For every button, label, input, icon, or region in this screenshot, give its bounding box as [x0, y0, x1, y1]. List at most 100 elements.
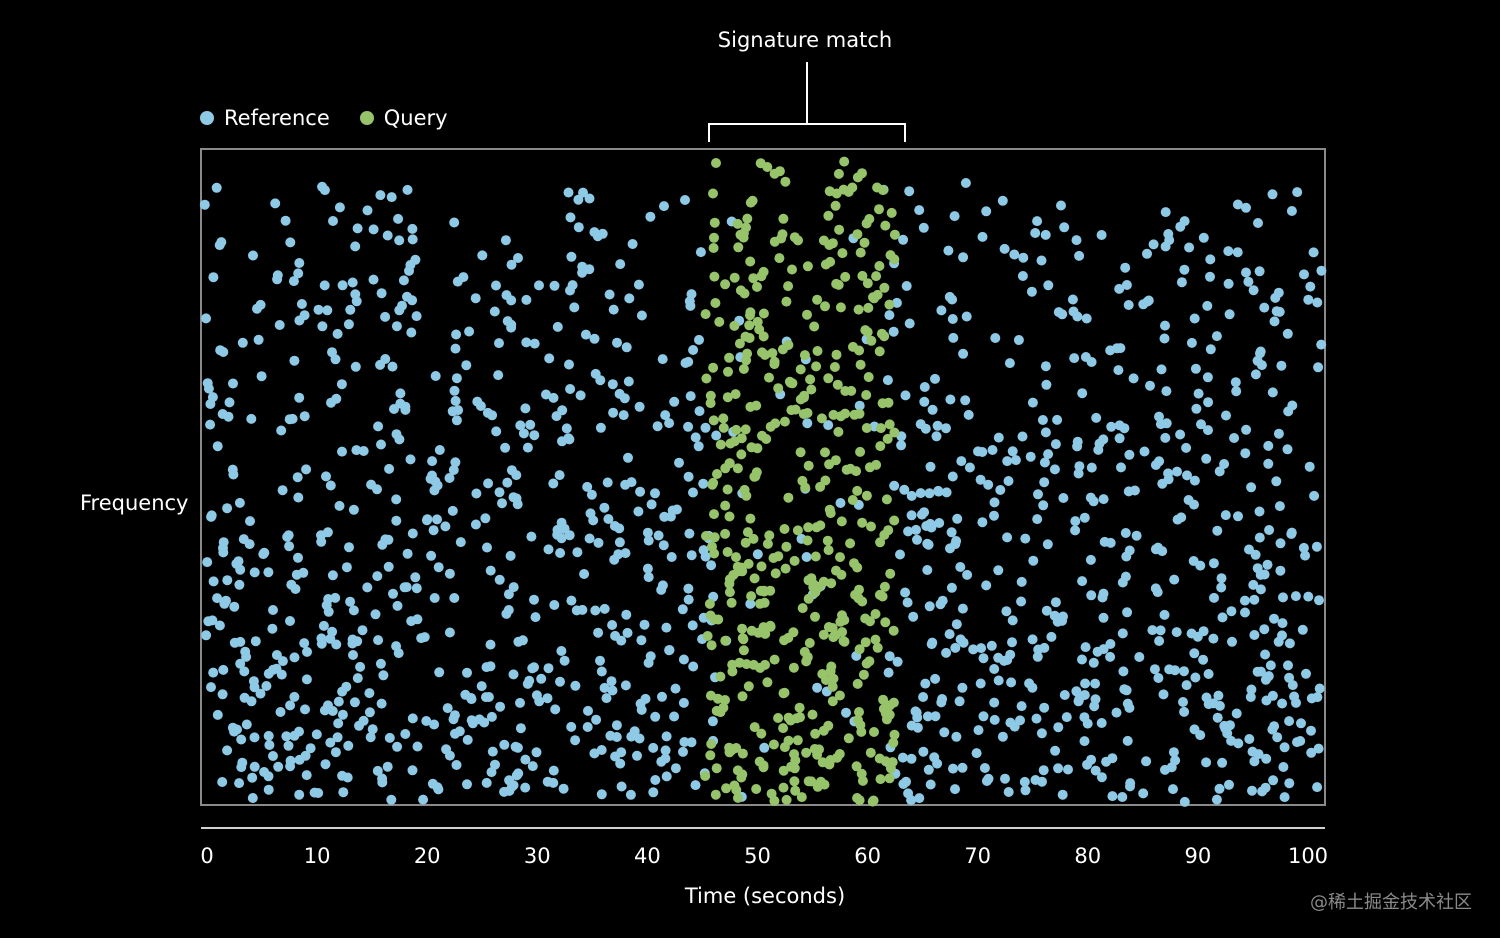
query-point — [823, 720, 834, 731]
reference-point — [451, 373, 462, 384]
reference-point — [948, 332, 959, 343]
reference-point — [376, 439, 386, 450]
query-point — [779, 635, 790, 646]
reference-point — [383, 534, 394, 545]
reference-point — [947, 314, 958, 324]
query-point — [833, 168, 844, 179]
reference-point — [977, 231, 988, 242]
query-point — [820, 301, 830, 312]
reference-point — [526, 531, 537, 542]
reference-point — [1216, 573, 1227, 584]
reference-point — [683, 471, 694, 482]
reference-point — [372, 571, 383, 582]
reference-point — [1053, 307, 1064, 318]
reference-point — [1222, 728, 1233, 739]
query-point — [812, 294, 823, 305]
reference-point — [1271, 476, 1282, 487]
reference-point — [1123, 486, 1134, 497]
query-point — [824, 240, 835, 250]
reference-point — [891, 297, 902, 308]
query-point — [773, 383, 784, 394]
reference-point — [229, 726, 240, 737]
reference-point — [580, 329, 591, 340]
query-point — [729, 436, 740, 447]
reference-point — [1316, 339, 1327, 350]
reference-point — [1201, 757, 1212, 768]
reference-point — [904, 318, 915, 329]
reference-point — [1249, 594, 1260, 605]
reference-point — [1153, 673, 1164, 683]
reference-point — [1171, 627, 1182, 638]
query-point — [770, 568, 781, 579]
reference-point — [1098, 494, 1109, 505]
reference-point — [1124, 449, 1135, 460]
reference-point — [660, 753, 671, 764]
reference-point — [294, 258, 305, 268]
query-point — [759, 585, 770, 596]
query-point — [780, 563, 791, 574]
reference-point — [1155, 419, 1166, 430]
reference-point — [1121, 685, 1132, 696]
reference-point — [283, 530, 294, 541]
query-point — [742, 213, 753, 224]
reference-point — [686, 289, 697, 300]
reference-point — [643, 535, 654, 546]
reference-point — [566, 595, 577, 606]
reference-point — [1311, 541, 1322, 552]
reference-point — [333, 696, 344, 707]
reference-point — [1169, 665, 1180, 676]
reference-point — [351, 296, 362, 307]
reference-point — [1255, 584, 1266, 595]
reference-point — [1157, 546, 1168, 557]
reference-point — [491, 280, 501, 291]
reference-point — [520, 754, 531, 765]
reference-point — [332, 732, 343, 743]
reference-point — [634, 733, 645, 744]
reference-point — [448, 465, 459, 475]
reference-point — [666, 552, 677, 562]
query-point — [790, 785, 801, 796]
query-point — [790, 404, 801, 415]
reference-point — [596, 789, 607, 800]
query-point — [709, 217, 720, 228]
query-point — [741, 659, 752, 670]
reference-point — [1072, 311, 1083, 322]
reference-point — [212, 593, 223, 604]
reference-point — [1120, 571, 1131, 582]
query-point — [769, 356, 780, 367]
reference-point — [669, 711, 680, 722]
reference-point — [1276, 360, 1287, 371]
reference-point — [1016, 701, 1027, 712]
reference-point — [1125, 778, 1136, 789]
reference-point — [564, 434, 575, 445]
reference-point — [698, 478, 709, 489]
reference-point — [470, 519, 481, 530]
reference-point — [407, 528, 418, 539]
query-point — [852, 793, 863, 803]
reference-point — [1278, 592, 1288, 603]
query-point — [743, 558, 754, 569]
reference-point — [1261, 753, 1272, 764]
reference-point — [341, 562, 352, 573]
reference-point — [1286, 529, 1297, 539]
reference-point — [1030, 228, 1041, 238]
reference-point — [892, 656, 903, 667]
reference-point — [1071, 686, 1082, 697]
reference-point — [525, 419, 536, 430]
reference-point — [281, 731, 292, 742]
query-point — [701, 373, 712, 384]
reference-point — [1113, 365, 1124, 376]
reference-point — [548, 392, 559, 403]
query-point — [768, 739, 779, 750]
reference-point — [1059, 222, 1070, 233]
reference-point — [1271, 306, 1282, 317]
reference-point — [1182, 470, 1192, 481]
query-point — [888, 697, 899, 708]
query-point — [707, 541, 717, 552]
reference-point — [1160, 764, 1170, 775]
query-point — [831, 188, 842, 199]
reference-point — [1082, 759, 1093, 770]
reference-point — [639, 619, 650, 630]
reference-point — [1203, 425, 1213, 436]
reference-point — [607, 620, 618, 630]
